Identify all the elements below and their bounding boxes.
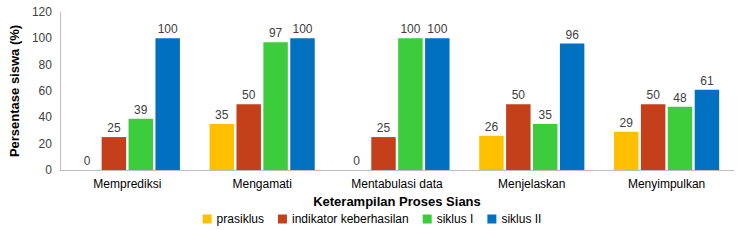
svg-text:48: 48 (673, 91, 687, 105)
svg-text:prasiklus: prasiklus (217, 212, 264, 226)
svg-text:96: 96 (565, 28, 579, 42)
svg-text:25: 25 (107, 121, 121, 135)
svg-text:60: 60 (39, 84, 53, 98)
svg-text:40: 40 (39, 110, 53, 124)
svg-text:50: 50 (512, 88, 526, 102)
svg-text:siklus I: siklus I (437, 212, 474, 226)
svg-text:50: 50 (646, 88, 660, 102)
svg-text:39: 39 (134, 103, 148, 117)
svg-text:100: 100 (32, 31, 52, 45)
svg-text:Memprediksi: Memprediksi (93, 177, 161, 191)
svg-text:Mengamati: Mengamati (232, 177, 291, 191)
svg-text:26: 26 (485, 120, 499, 134)
svg-text:61: 61 (700, 74, 714, 88)
svg-text:25: 25 (377, 121, 391, 135)
svg-text:35: 35 (215, 108, 229, 122)
svg-text:20: 20 (39, 137, 53, 151)
svg-text:35: 35 (539, 108, 553, 122)
svg-text:Menjelaskan: Menjelaskan (498, 177, 565, 191)
svg-text:Menyimpulkan: Menyimpulkan (628, 177, 705, 191)
svg-text:Persentase siswa (%): Persentase siswa (%) (7, 25, 22, 157)
svg-text:0: 0 (45, 163, 52, 177)
svg-text:100: 100 (158, 22, 178, 36)
svg-text:Keterampilan Proses Sians: Keterampilan Proses Sians (313, 194, 481, 209)
svg-text:120: 120 (32, 5, 52, 19)
svg-text:100: 100 (292, 22, 312, 36)
svg-text:0: 0 (84, 154, 91, 168)
svg-text:29: 29 (620, 116, 634, 130)
svg-text:80: 80 (39, 58, 53, 72)
svg-text:siklus II: siklus II (501, 212, 541, 226)
svg-text:0: 0 (353, 154, 360, 168)
svg-text:97: 97 (269, 26, 283, 40)
svg-text:100: 100 (400, 22, 420, 36)
svg-text:Mentabulasi data: Mentabulasi data (351, 177, 443, 191)
svg-text:50: 50 (242, 88, 256, 102)
svg-text:100: 100 (427, 22, 447, 36)
svg-text:indikator keberhasilan: indikator keberhasilan (292, 212, 409, 226)
